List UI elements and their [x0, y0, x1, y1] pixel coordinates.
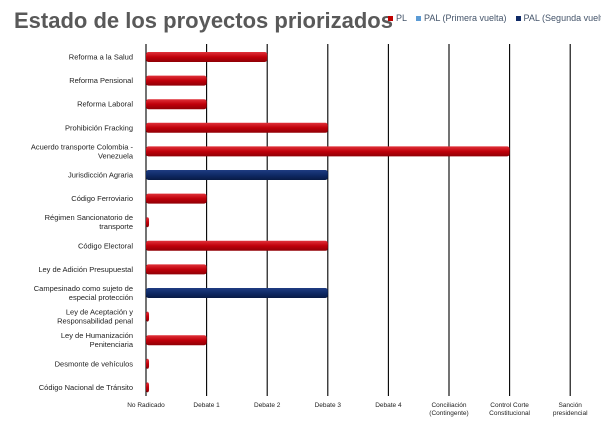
x-tick-label: presidencial [553, 410, 588, 417]
x-tick-label: (Contingente) [429, 410, 468, 417]
x-tick-label: No Radicado [127, 402, 165, 409]
x-tick-label: Debate 2 [254, 402, 281, 409]
y-category-label: Jurisdicción Agraria [68, 171, 134, 180]
x-tick-label: Sanción [558, 402, 582, 409]
legend: PL PAL (Primera vuelta) PAL (Segunda vue… [388, 13, 601, 23]
x-tick-label: Debate 1 [193, 402, 220, 409]
legend-label-pl: PL [396, 13, 408, 23]
y-category-label: Reforma Pensional [69, 76, 133, 85]
y-category-label: Campesinado como sujeto de [34, 284, 133, 293]
legend-swatch-pal-segunda [515, 15, 521, 21]
y-category-label: Reforma Laboral [77, 100, 133, 109]
bar [146, 99, 207, 110]
bar [146, 75, 207, 86]
legend-item-pl: PL [388, 13, 407, 23]
y-category-label: Acuerdo transporte Colombia - [31, 142, 134, 151]
bar [146, 335, 207, 346]
x-tick-label: Debate 4 [375, 402, 402, 409]
y-category-label: Desmonte de vehículos [55, 359, 134, 368]
bar [146, 358, 150, 369]
bar [146, 193, 207, 204]
y-category-label: Penitenciaria [90, 340, 134, 349]
y-category-label: Ley de Aceptación y [66, 308, 133, 317]
bar [146, 382, 150, 393]
x-tick-label: Conciliación [431, 402, 466, 409]
y-category-label: Ley de Humanización [61, 331, 133, 340]
bar [146, 52, 268, 62]
x-tick-label: Debate 3 [315, 402, 342, 409]
bar [146, 122, 328, 133]
y-category-label: Código Electoral [78, 241, 133, 250]
bar [146, 288, 328, 298]
y-category-label: Régimen Sancionatorio de [45, 213, 133, 222]
legend-item-pal-primera: PAL (Primera vuelta) [416, 13, 507, 23]
y-category-label: Código Nacional de Tránsito [39, 383, 133, 392]
y-category-label: Código Ferroviario [71, 194, 133, 203]
legend-label-pal-primera: PAL (Primera vuelta) [424, 13, 507, 23]
bar [146, 240, 328, 251]
legend-swatch-pal-primera [416, 15, 422, 21]
y-category-label: especial protección [69, 293, 133, 302]
legend-swatch-pl [388, 15, 393, 21]
y-category-label: Reforma a la Salud [69, 53, 133, 62]
y-category-label: Prohibición Fracking [65, 123, 133, 132]
bar [146, 170, 328, 180]
y-category-label: transporte [99, 222, 133, 231]
y-category-label: Venezuela [98, 151, 134, 160]
bar [146, 264, 207, 275]
chart-title: Estado de los proyectos priorizados [14, 8, 393, 33]
bar [146, 146, 510, 157]
y-category-label: Ley de Adición Presupuestal [38, 265, 133, 274]
bar [146, 217, 150, 228]
y-category-label: Responsabilidad penal [57, 317, 133, 326]
x-tick-label: Constitucional [489, 410, 530, 417]
legend-label-pal-segunda: PAL (Segunda vuelta) [523, 13, 601, 23]
x-tick-label: Control Corte [490, 402, 529, 409]
bar [146, 311, 150, 322]
legend-item-pal-segunda: PAL (Segunda vuelta) [515, 13, 601, 23]
